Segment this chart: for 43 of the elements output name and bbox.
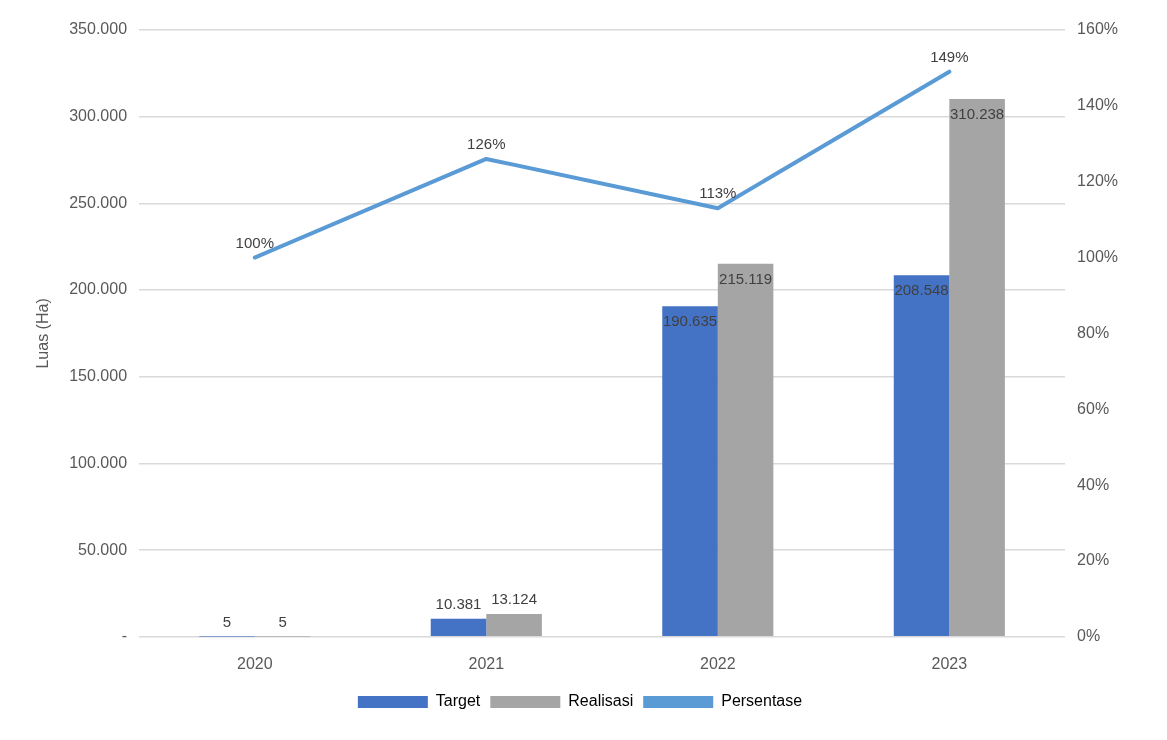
y2-tick-label: 160% — [1077, 20, 1118, 38]
y2-tick-label: 20% — [1077, 551, 1110, 569]
legend-label: Realisasi — [568, 692, 634, 710]
y-tick-label: 200.000 — [69, 280, 128, 298]
bar — [430, 618, 487, 637]
x-tick-label: 2022 — [700, 654, 736, 672]
data-label: 149% — [930, 47, 969, 65]
y-tick-label: 50.000 — [78, 540, 128, 558]
bar — [662, 306, 718, 637]
data-label: 208.548 — [894, 281, 949, 299]
y2-tick-label: 60% — [1077, 399, 1110, 417]
y2-tick-label: 100% — [1077, 247, 1118, 265]
x-tick-label: 2023 — [931, 654, 968, 672]
y-tick-label: 250.000 — [69, 193, 128, 211]
y-axis-title: Luas (Ha) — [34, 298, 52, 369]
data-label: 310.238 — [949, 105, 1005, 123]
data-label: 13.124 — [491, 590, 538, 608]
data-label: 5 — [222, 612, 232, 630]
data-label: 215.119 — [719, 269, 773, 287]
y-tick-label: 100.000 — [69, 453, 128, 471]
bar — [486, 614, 542, 637]
legend-label: Target — [435, 692, 481, 710]
y-tick-label: - — [121, 627, 128, 645]
data-label: 5 — [278, 612, 287, 630]
data-label: 126% — [467, 135, 506, 153]
data-label: 100% — [235, 233, 274, 251]
y-tick-label: 300.000 — [69, 107, 128, 125]
data-label: 10.381 — [435, 594, 482, 612]
bar — [717, 263, 774, 637]
y-tick-label: 150.000 — [69, 367, 128, 385]
data-label: 113% — [699, 184, 737, 202]
data-label: 190.635 — [662, 312, 718, 330]
bar — [949, 98, 1005, 637]
x-tick-label: 2020 — [236, 654, 273, 672]
bar — [893, 275, 950, 637]
y2-tick-label: 120% — [1077, 172, 1118, 190]
y2-tick-label: 40% — [1077, 475, 1110, 493]
y-tick-label: 350.000 — [69, 20, 128, 38]
y2-tick-label: 140% — [1077, 96, 1118, 114]
x-tick-label: 2021 — [468, 654, 505, 672]
y2-tick-label: 80% — [1077, 323, 1110, 341]
y2-tick-label: 0% — [1077, 627, 1101, 645]
legend-label: Persentase — [721, 692, 803, 710]
